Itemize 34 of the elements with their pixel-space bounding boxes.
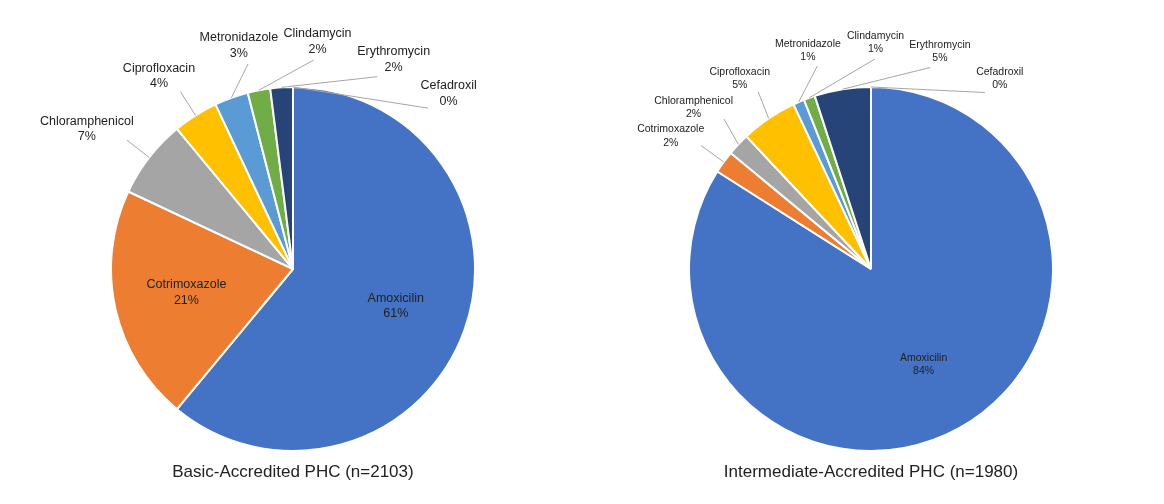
slice-label: Erythromycin: [357, 44, 431, 59]
data-label: 5%: [932, 51, 948, 64]
data-label: 1%: [867, 42, 884, 55]
text: Basic-Accredited PHC (n=2103): [172, 462, 414, 482]
slice-label: Chloramphenicol: [39, 113, 134, 128]
data-label: 2%: [686, 106, 702, 119]
slice-label: Chloramphenicol: [654, 93, 734, 106]
data-label: 3%: [229, 45, 248, 60]
data-label: 61%: [383, 306, 409, 321]
data-label: 5%: [732, 77, 748, 90]
slice-label: Cotrimoxazole: [146, 277, 227, 292]
slice-label: Metronidazole: [199, 30, 279, 45]
slice-label: Metronidazole: [774, 36, 842, 49]
text: Intermediate-Accredited PHC (n=1980): [723, 462, 1019, 482]
category-label: Cefadroxil: [976, 65, 1024, 78]
text: 0%: [439, 94, 458, 109]
data-label: 4%: [149, 76, 169, 91]
slice-label: Clindamycin: [846, 29, 905, 42]
slice-label: Cotrimoxazole: [637, 122, 705, 135]
data-label: 84%: [913, 364, 935, 377]
data-label: 2%: [384, 59, 403, 74]
text: 0%: [992, 78, 1008, 91]
slice-label: Amoxicilin: [367, 290, 424, 305]
slice-label: Erythromycin: [909, 38, 971, 51]
data-label: 2%: [308, 41, 327, 56]
slice-label: Amoxicilin: [899, 351, 948, 364]
data-label: 2%: [663, 135, 679, 148]
slice-label: Ciprofloxacin: [122, 60, 196, 75]
slice-label: Ciprofloxacin: [709, 64, 771, 77]
slice-label: Clindamycin: [283, 26, 352, 41]
data-label: 7%: [77, 129, 96, 144]
data-label: 1%: [800, 49, 816, 62]
category-label: Cefadroxil: [420, 78, 477, 93]
data-label: 21%: [173, 293, 199, 308]
